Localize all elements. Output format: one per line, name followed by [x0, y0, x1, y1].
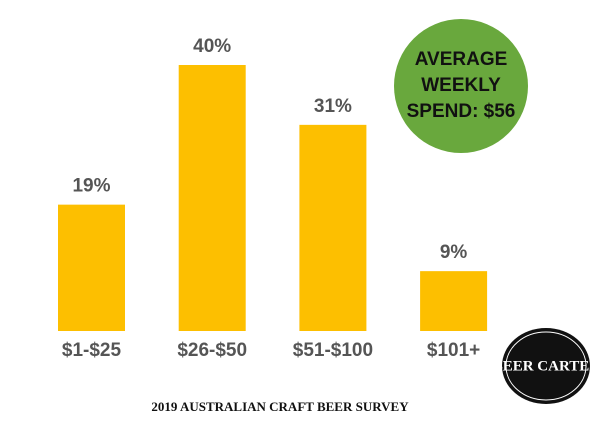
data-label: 19%: [72, 176, 110, 197]
bar: [178, 65, 246, 331]
annotation-text: AVERAGE: [415, 49, 508, 70]
logo-text: BEER CARTEL: [493, 358, 600, 374]
annotation-text: WEEKLY: [421, 75, 501, 96]
bar: [420, 271, 488, 331]
logo-badge: [502, 328, 590, 404]
x-tick-label: $51-$100: [293, 340, 373, 361]
bar: [299, 124, 367, 331]
chart-title: 2019 AUSTRALIAN CRAFT BEER SURVEY: [151, 399, 409, 414]
annotation: AVERAGE WEEKLY SPEND: $56: [394, 19, 528, 153]
logo: BEER CARTEL: [493, 328, 600, 404]
x-tick-label: $1-$25: [62, 340, 122, 361]
data-label: 31%: [314, 96, 352, 117]
x-tick-label: $101+: [427, 340, 480, 361]
data-label: 40%: [193, 36, 231, 57]
bar: [58, 204, 125, 331]
data-label: 9%: [440, 242, 468, 263]
annotation-text: SPEND: $56: [407, 101, 516, 122]
logo-ring: [505, 331, 587, 401]
x-tick-label: $26-$50: [177, 340, 247, 361]
annotation-badge: [394, 19, 528, 153]
